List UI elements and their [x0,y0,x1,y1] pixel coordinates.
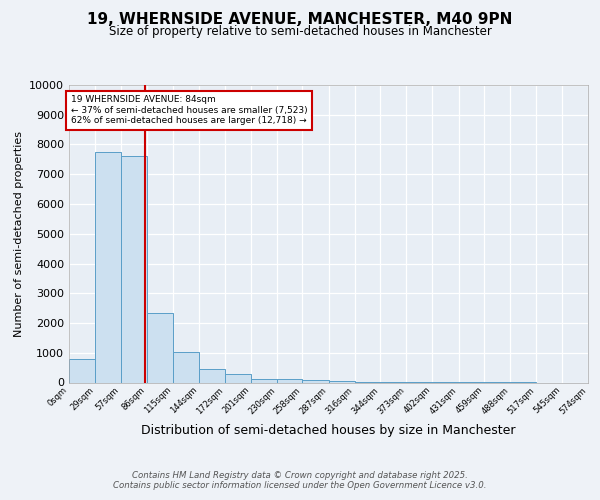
Bar [95,152,121,382]
Bar [121,156,147,382]
Y-axis label: Number of semi-detached properties: Number of semi-detached properties [14,130,23,337]
Text: Size of property relative to semi-detached houses in Manchester: Size of property relative to semi-detach… [109,24,491,38]
X-axis label: Distribution of semi-detached houses by size in Manchester: Distribution of semi-detached houses by … [141,424,516,437]
Bar [277,379,302,382]
Text: 19 WHERNSIDE AVENUE: 84sqm
← 37% of semi-detached houses are smaller (7,523)
62%: 19 WHERNSIDE AVENUE: 84sqm ← 37% of semi… [71,96,307,125]
Bar [199,369,224,382]
Bar [224,374,251,382]
Bar [302,380,329,382]
Text: 19, WHERNSIDE AVENUE, MANCHESTER, M40 9PN: 19, WHERNSIDE AVENUE, MANCHESTER, M40 9P… [88,12,512,26]
Bar [69,358,95,382]
Text: Contains HM Land Registry data © Crown copyright and database right 2025.: Contains HM Land Registry data © Crown c… [132,472,468,480]
Bar [147,312,173,382]
Text: Contains public sector information licensed under the Open Government Licence v3: Contains public sector information licen… [113,482,487,490]
Bar [251,378,277,382]
Bar [173,352,199,382]
Bar [329,381,355,382]
